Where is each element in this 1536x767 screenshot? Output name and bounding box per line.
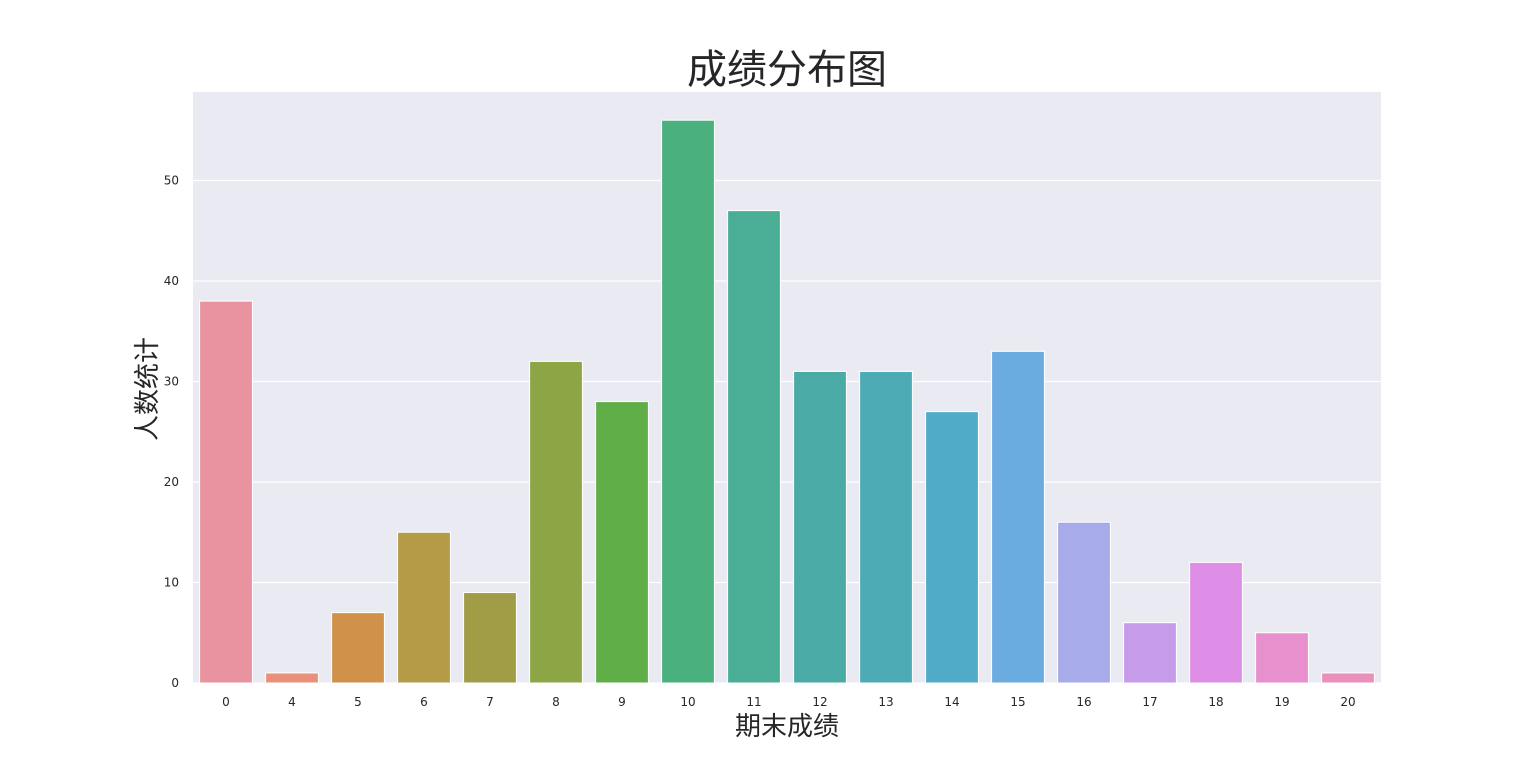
bar-9 [595, 401, 649, 684]
x-tick-label: 11 [746, 695, 761, 709]
x-tick-label: 10 [680, 695, 695, 709]
bar-17 [1123, 622, 1177, 684]
bar-14 [925, 411, 979, 684]
bar-5 [331, 612, 385, 684]
y-tick-label: 30 [164, 375, 179, 389]
y-tick-label: 0 [171, 676, 179, 690]
bar-18 [1189, 561, 1243, 684]
y-tick-label: 40 [164, 274, 179, 288]
bar-4 [265, 672, 319, 684]
x-tick-label: 13 [878, 695, 893, 709]
y-tick-label: 50 [164, 174, 179, 188]
x-tick-label: 17 [1142, 695, 1157, 709]
x-tick-label: 8 [552, 695, 560, 709]
x-tick-label: 16 [1076, 695, 1091, 709]
bar-0 [199, 300, 253, 684]
x-tick-label: 4 [288, 695, 296, 709]
chart-title: 成绩分布图 [687, 47, 887, 93]
bar-7 [463, 592, 517, 684]
bar-10 [661, 119, 715, 684]
bar-13 [859, 370, 913, 684]
bar-20 [1321, 672, 1375, 684]
x-tick-label: 15 [1010, 695, 1025, 709]
x-tick-label: 0 [222, 695, 230, 709]
bar-8 [529, 360, 583, 684]
x-axis-ticks: 0 4 5 6 7 8 9 10 11 12 13 14 15 16 17 18 19 20 [222, 695, 1355, 709]
bar-19 [1255, 632, 1309, 684]
plot-area [193, 92, 1381, 683]
bar-6 [397, 531, 451, 684]
x-tick-label: 12 [812, 695, 827, 709]
bar-12 [793, 370, 847, 684]
x-tick-label: 6 [420, 695, 428, 709]
bar-15 [991, 350, 1045, 684]
y-axis-ticks: 0 10 20 30 40 50 [164, 174, 179, 691]
grid-lines [193, 179, 1381, 684]
y-tick-label: 20 [164, 475, 179, 489]
bar-11 [727, 210, 781, 684]
x-tick-label: 14 [944, 695, 959, 709]
x-tick-label: 9 [618, 695, 626, 709]
bar-16 [1057, 521, 1111, 684]
x-tick-label: 7 [486, 695, 494, 709]
x-axis-title: 期末成绩 [735, 712, 839, 742]
y-axis-title: 人数统计 [133, 337, 163, 441]
x-tick-label: 19 [1274, 695, 1289, 709]
x-tick-label: 18 [1208, 695, 1223, 709]
y-tick-label: 10 [164, 576, 179, 590]
x-tick-label: 5 [354, 695, 362, 709]
x-tick-label: 20 [1340, 695, 1355, 709]
bars [199, 119, 1375, 684]
